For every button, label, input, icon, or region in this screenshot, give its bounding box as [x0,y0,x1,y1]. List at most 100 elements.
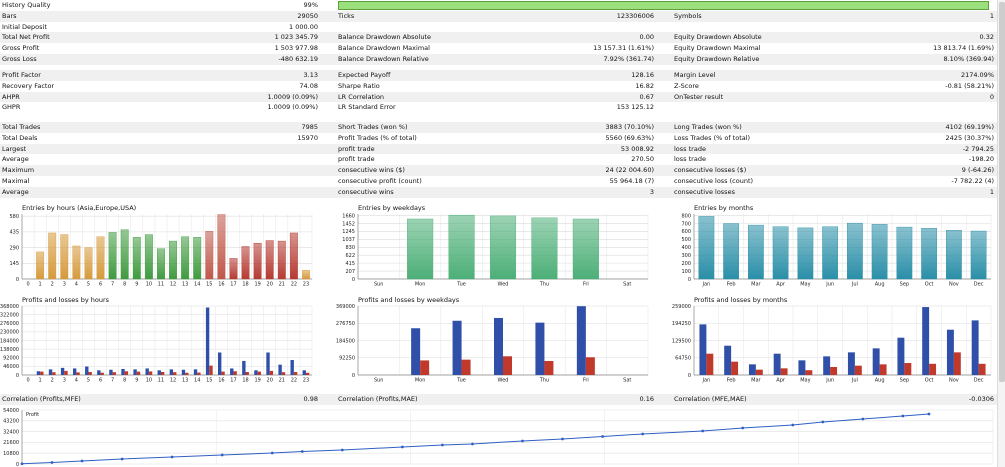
entry-bar [157,248,165,280]
entry-bar [48,232,57,280]
entry-bar [72,245,81,280]
loss-bar [780,368,788,375]
stat-label: consecutive wins ($) [338,166,405,175]
stat-value [892,102,994,113]
x-tick-label: Mar [751,378,761,384]
stat-label: consecutive wins [338,187,394,196]
stat-value: 7.92% (361.74) [603,55,654,63]
stat-row: Profit Factor 3.13 Expected Payoff 128.16 Ma… [0,70,1005,81]
entry-bar [531,217,558,280]
y-tick-label: 322000 [0,312,19,318]
x-tick-label: Jul [851,282,858,288]
profit-point [220,453,224,457]
x-tick-label: 22 [291,378,297,384]
y-tick-label: 43200 [3,419,19,425]
x-tick-label: Jun [825,378,834,384]
y-tick-label: 145 [9,261,19,267]
stat-label: Total Net Profit [2,33,50,42]
stat-label: Average [2,187,29,196]
x-tick-label: 21 [279,282,285,288]
entry-bar [970,230,987,280]
loss-bar [124,371,129,375]
loss-bar [112,372,117,375]
history-quality-label: History Quality [2,1,51,9]
x-tick-label: Wed [498,378,509,384]
x-tick-label: 19 [254,378,260,384]
chart-title: Profits and losses by months [694,296,788,304]
x-tick-label: 11 [158,282,164,288]
loss-bar [40,371,44,375]
x-tick-label: Dec [974,282,984,288]
stat-value: 24 (22 004.60) [605,166,655,175]
entry-bar [169,240,177,280]
y-tick-label: 64750 [675,356,691,362]
profit-point [300,450,304,453]
stat-value: 1 [989,11,994,20]
profit-point [927,412,931,416]
y-tick-label: 0 [352,373,355,379]
stat-value: 0.32 [979,33,994,42]
vertical-scrollbar[interactable] [997,0,1005,467]
entry-bar [871,224,888,280]
stat-row: Recovery Factor 74.08 Sharpe Ratio 16.82 Z-S… [0,81,1005,92]
y-tick-label: 0 [688,277,691,283]
loss-bar [269,370,274,375]
x-tick-label: Jun [825,282,834,288]
stat-row: Gross Profit 1 503 977.98 Balance Drawdown… [0,43,1005,54]
x-tick-label: Dec [974,378,984,384]
stat-value: 1.0009 (0.09%) [267,103,318,112]
x-tick-label: Oct [925,378,934,384]
stat-label: Profit Trades (% of total) [338,133,417,142]
stat-label: Margin Level [674,71,716,79]
loss-bar [544,360,554,375]
y-tick-label: 100 [681,269,691,275]
x-tick-label: 16 [218,282,224,288]
y-tick-label: 92250 [339,356,355,362]
x-tick-label: 23 [303,282,309,288]
y-tick-label: 1245 [342,229,355,235]
loss-bar [830,367,838,375]
entry-bar [723,223,739,280]
stat-label: Gross Loss [2,55,37,63]
profit-point [80,459,84,463]
x-tick-label: Sun [374,282,384,288]
profits-losses-by-hours-chart: Profits and losses by hours 0 46000 92000 13… [0,296,318,386]
entries-by-hours-chart: Entries by hours (Asia,Europe,USA) 0 145 29… [0,204,318,290]
x-tick-label: Oct [925,282,934,288]
entry-bar [921,228,937,280]
profit-bar [181,369,186,375]
entry-bar [144,234,153,280]
y-tick-label: 194250 [672,321,691,327]
stat-label: consecutive losses [674,187,735,196]
loss-bar [281,372,286,375]
entry-bar [277,240,286,280]
chart-title: Profits and losses by weekdays [358,296,460,304]
entry-bar [108,232,117,280]
stat-value: -0.81 (58.21%) [945,81,994,90]
stat-value [200,144,318,155]
scrollbar-thumb[interactable] [999,2,1005,382]
stat-label: Expected Payoff [338,71,391,79]
entry-bar [822,226,838,280]
stat-row: Largest profit trade 53 008.92 loss trade -2… [0,143,1005,155]
profit-point [120,457,124,461]
stat-label: Long Trades (won %) [674,123,742,131]
entry-bar [289,232,298,280]
history-quality-bar [338,1,990,10]
x-tick-label: 12 [170,282,176,288]
loss-bar [76,372,80,375]
entry-bar [896,226,913,280]
loss-bar [904,363,912,375]
stat-label: GHPR [2,103,21,112]
entry-bar [120,229,129,280]
profit-point [641,432,645,436]
profit-bar [748,364,756,375]
x-tick-label: 14 [194,378,200,384]
loss-bar [197,372,201,375]
stat-label: LR Standard Error [338,103,396,112]
x-tick-label: 7 [111,282,114,288]
stat-label: Equity Drawdown Maximal [674,44,761,53]
profit-bar [847,352,855,375]
stat-label: profit trade [338,155,375,164]
x-tick-label: 21 [279,378,285,384]
